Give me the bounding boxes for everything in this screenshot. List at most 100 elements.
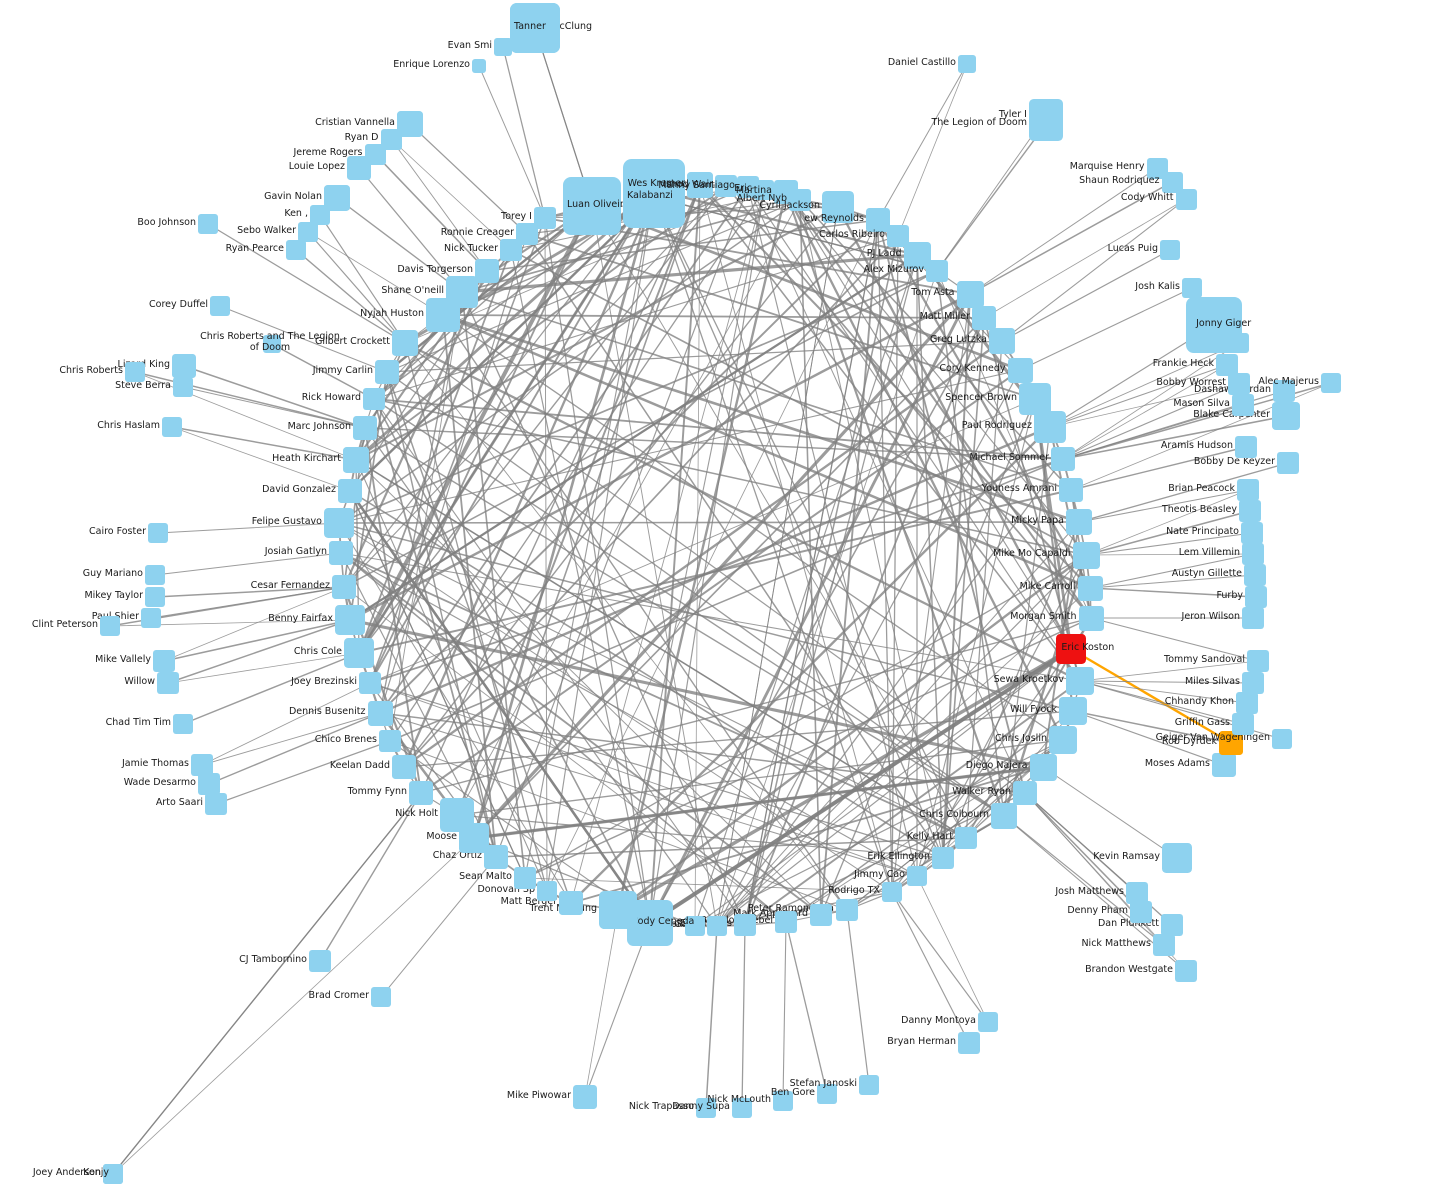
graph-node[interactable] — [685, 916, 705, 936]
graph-node[interactable] — [887, 225, 909, 247]
graph-node[interactable] — [1244, 564, 1266, 586]
graph-node[interactable] — [375, 360, 399, 384]
graph-node[interactable] — [559, 891, 583, 915]
graph-node[interactable] — [956, 280, 984, 308]
graph-node[interactable] — [1077, 575, 1103, 601]
graph-node[interactable] — [822, 191, 854, 223]
graph-node[interactable] — [958, 1032, 980, 1054]
graph-node[interactable] — [707, 916, 727, 936]
graph-node[interactable] — [1059, 697, 1087, 725]
graph-node[interactable] — [141, 608, 161, 628]
graph-node[interactable] — [734, 914, 756, 936]
graph-node[interactable] — [210, 296, 230, 316]
graph-node[interactable] — [172, 354, 196, 378]
graph-node[interactable] — [1130, 901, 1152, 923]
graph-node[interactable] — [324, 508, 354, 538]
graph-node[interactable] — [534, 207, 556, 229]
graph-node[interactable] — [344, 638, 374, 668]
graph-node[interactable] — [298, 222, 318, 242]
graph-node[interactable] — [1212, 753, 1236, 777]
graph-node[interactable] — [1272, 402, 1300, 430]
graph-node[interactable] — [1066, 509, 1092, 535]
graph-node[interactable] — [817, 1084, 837, 1104]
graph-node[interactable] — [148, 523, 168, 543]
graph-node[interactable] — [989, 328, 1015, 354]
graph-node[interactable] — [882, 882, 902, 902]
graph-node[interactable] — [173, 714, 193, 734]
graph-node[interactable] — [1029, 753, 1057, 781]
graph-node[interactable] — [1321, 373, 1341, 393]
graph-node[interactable] — [1029, 107, 1063, 141]
graph-node[interactable] — [563, 177, 621, 235]
graph-node[interactable] — [1242, 543, 1264, 565]
graph-node[interactable] — [335, 605, 365, 635]
graph-node[interactable] — [1056, 634, 1086, 664]
graph-node[interactable] — [205, 793, 227, 815]
graph-node[interactable] — [1182, 278, 1202, 298]
graph-node[interactable] — [789, 189, 811, 211]
graph-node[interactable] — [1277, 452, 1299, 474]
graph-node[interactable] — [263, 335, 281, 353]
graph-node[interactable] — [1272, 729, 1292, 749]
graph-node[interactable] — [367, 700, 393, 726]
graph-node[interactable] — [1216, 354, 1238, 376]
graph-node[interactable] — [859, 1075, 879, 1095]
graph-node[interactable] — [173, 377, 193, 397]
graph-node[interactable] — [103, 1164, 123, 1184]
graph-node[interactable] — [409, 781, 433, 805]
graph-node[interactable] — [623, 166, 685, 228]
graph-node[interactable] — [599, 891, 637, 929]
graph-node[interactable] — [125, 362, 145, 382]
graph-node[interactable] — [338, 479, 362, 503]
graph-node[interactable] — [353, 416, 377, 440]
graph-node[interactable] — [153, 650, 175, 672]
graph-node[interactable] — [472, 59, 486, 73]
graph-node[interactable] — [732, 1098, 752, 1118]
graph-node[interactable] — [1241, 522, 1263, 544]
graph-node[interactable] — [392, 330, 418, 356]
graph-node[interactable] — [696, 1098, 716, 1118]
graph-node[interactable] — [537, 881, 557, 901]
graph-node[interactable] — [836, 899, 858, 921]
graph-node[interactable] — [1273, 380, 1295, 402]
graph-node[interactable] — [737, 176, 759, 198]
graph-node[interactable] — [1126, 882, 1148, 904]
graph-node[interactable] — [145, 565, 165, 585]
graph-node[interactable] — [1242, 607, 1264, 629]
graph-node[interactable] — [198, 214, 218, 234]
graph-node[interactable] — [1066, 667, 1094, 695]
graph-node[interactable] — [1175, 188, 1197, 210]
graph-node[interactable] — [514, 867, 536, 889]
graph-node[interactable] — [310, 205, 330, 225]
graph-node[interactable] — [1072, 541, 1100, 569]
graph-node[interactable] — [371, 987, 391, 1007]
graph-node[interactable] — [145, 587, 165, 607]
graph-node[interactable] — [1228, 373, 1250, 395]
graph-node[interactable] — [866, 208, 890, 232]
graph-node[interactable] — [1219, 731, 1243, 755]
graph-node[interactable] — [958, 55, 976, 73]
graph-node[interactable] — [955, 827, 977, 849]
graph-node[interactable] — [392, 755, 416, 779]
graph-node[interactable] — [687, 172, 713, 198]
graph-node[interactable] — [198, 773, 220, 795]
graph-node[interactable] — [286, 240, 306, 260]
graph-node[interactable] — [991, 803, 1017, 829]
graph-node[interactable] — [1175, 960, 1197, 982]
graph-node[interactable] — [775, 911, 797, 933]
graph-node[interactable] — [1034, 411, 1066, 443]
graph-node[interactable] — [1186, 297, 1242, 353]
graph-node[interactable] — [1019, 383, 1051, 415]
graph-node[interactable] — [1049, 726, 1077, 754]
graph-node[interactable] — [1078, 605, 1104, 631]
graph-node[interactable] — [810, 904, 832, 926]
graph-node[interactable] — [500, 239, 522, 261]
graph-node[interactable] — [1237, 479, 1259, 501]
graph-node[interactable] — [907, 866, 927, 886]
graph-node[interactable] — [100, 616, 120, 636]
graph-node[interactable] — [475, 259, 499, 283]
graph-node[interactable] — [157, 672, 179, 694]
graph-node[interactable] — [510, 3, 560, 53]
graph-node[interactable] — [715, 175, 737, 197]
graph-node[interactable] — [426, 298, 460, 332]
